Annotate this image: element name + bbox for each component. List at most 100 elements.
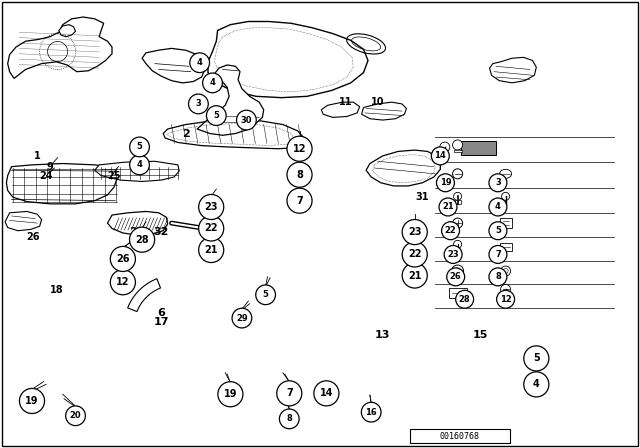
Text: 29: 29 xyxy=(236,314,248,323)
Polygon shape xyxy=(321,102,360,117)
Circle shape xyxy=(66,406,85,426)
Circle shape xyxy=(489,246,507,263)
Circle shape xyxy=(442,222,460,240)
Text: 9: 9 xyxy=(47,162,53,172)
Text: 22: 22 xyxy=(445,226,456,235)
Bar xyxy=(500,243,511,251)
Text: 4: 4 xyxy=(196,58,203,67)
Circle shape xyxy=(130,137,149,157)
Circle shape xyxy=(287,188,312,213)
Circle shape xyxy=(207,106,226,125)
Circle shape xyxy=(402,220,428,245)
Polygon shape xyxy=(362,102,406,120)
Text: 31: 31 xyxy=(415,192,429,202)
Text: 19: 19 xyxy=(223,389,237,399)
Text: 4: 4 xyxy=(136,160,143,169)
Polygon shape xyxy=(490,57,536,83)
Circle shape xyxy=(19,388,45,414)
Circle shape xyxy=(497,290,515,308)
Circle shape xyxy=(110,246,136,271)
Text: 26: 26 xyxy=(116,254,130,264)
Text: 5: 5 xyxy=(136,142,143,151)
Polygon shape xyxy=(197,65,264,135)
Text: 2: 2 xyxy=(182,129,189,138)
Bar xyxy=(500,218,511,228)
Circle shape xyxy=(489,198,507,216)
Text: 4: 4 xyxy=(209,78,216,87)
Text: 4: 4 xyxy=(495,202,501,211)
Polygon shape xyxy=(127,279,161,311)
Polygon shape xyxy=(8,17,112,78)
Text: 17: 17 xyxy=(154,317,169,327)
Text: 11: 11 xyxy=(339,97,353,107)
Text: 16: 16 xyxy=(365,408,377,417)
Polygon shape xyxy=(6,164,118,204)
Circle shape xyxy=(452,140,463,150)
Text: 18: 18 xyxy=(49,285,63,295)
Text: 5: 5 xyxy=(213,111,220,120)
Circle shape xyxy=(489,268,507,286)
Text: 23: 23 xyxy=(408,227,422,237)
Text: 8: 8 xyxy=(296,170,303,180)
Circle shape xyxy=(129,227,155,252)
Circle shape xyxy=(402,242,428,267)
Text: 4: 4 xyxy=(533,379,540,389)
Bar xyxy=(454,200,461,204)
Circle shape xyxy=(456,290,474,308)
Circle shape xyxy=(444,246,462,263)
Circle shape xyxy=(500,284,511,294)
Text: 12: 12 xyxy=(500,295,511,304)
Circle shape xyxy=(130,155,149,175)
Circle shape xyxy=(110,270,136,295)
Circle shape xyxy=(280,409,299,429)
Text: 12: 12 xyxy=(292,144,307,154)
Text: 6: 6 xyxy=(157,308,165,318)
Bar xyxy=(410,429,509,443)
Polygon shape xyxy=(208,22,368,98)
Text: 30: 30 xyxy=(241,116,252,125)
Circle shape xyxy=(524,346,549,371)
Circle shape xyxy=(218,382,243,407)
Circle shape xyxy=(489,174,507,192)
Circle shape xyxy=(454,192,461,200)
Circle shape xyxy=(287,162,312,187)
Circle shape xyxy=(237,110,256,130)
Text: 3: 3 xyxy=(495,178,500,187)
Text: 22: 22 xyxy=(204,224,218,233)
Circle shape xyxy=(436,174,454,192)
Text: 23: 23 xyxy=(447,250,459,259)
Text: 22: 22 xyxy=(408,250,422,259)
Circle shape xyxy=(203,73,222,93)
Bar xyxy=(461,141,496,155)
Text: 14: 14 xyxy=(319,388,333,398)
Text: 1: 1 xyxy=(34,151,40,161)
Circle shape xyxy=(232,308,252,328)
Text: 27: 27 xyxy=(129,227,145,237)
Circle shape xyxy=(198,237,224,263)
Text: 32: 32 xyxy=(154,227,169,237)
Text: 23: 23 xyxy=(204,202,218,212)
Text: 26: 26 xyxy=(450,272,461,281)
Circle shape xyxy=(500,266,511,276)
Text: 28: 28 xyxy=(459,295,470,304)
Circle shape xyxy=(452,218,463,228)
Circle shape xyxy=(431,147,449,165)
Text: 10: 10 xyxy=(371,97,385,107)
Polygon shape xyxy=(142,48,205,83)
Circle shape xyxy=(189,94,208,114)
Circle shape xyxy=(362,402,381,422)
Text: 21: 21 xyxy=(442,202,454,211)
Circle shape xyxy=(452,169,463,179)
Text: 24: 24 xyxy=(39,171,53,181)
Text: 7: 7 xyxy=(286,388,292,398)
Circle shape xyxy=(440,142,450,152)
Text: 5: 5 xyxy=(495,226,501,235)
FancyArrow shape xyxy=(454,150,461,152)
Text: 5: 5 xyxy=(262,290,269,299)
Text: 15: 15 xyxy=(472,330,488,340)
Text: 19: 19 xyxy=(25,396,39,406)
Polygon shape xyxy=(59,25,76,37)
Text: 7: 7 xyxy=(495,250,500,259)
Circle shape xyxy=(502,192,509,200)
Text: 21: 21 xyxy=(408,271,422,280)
